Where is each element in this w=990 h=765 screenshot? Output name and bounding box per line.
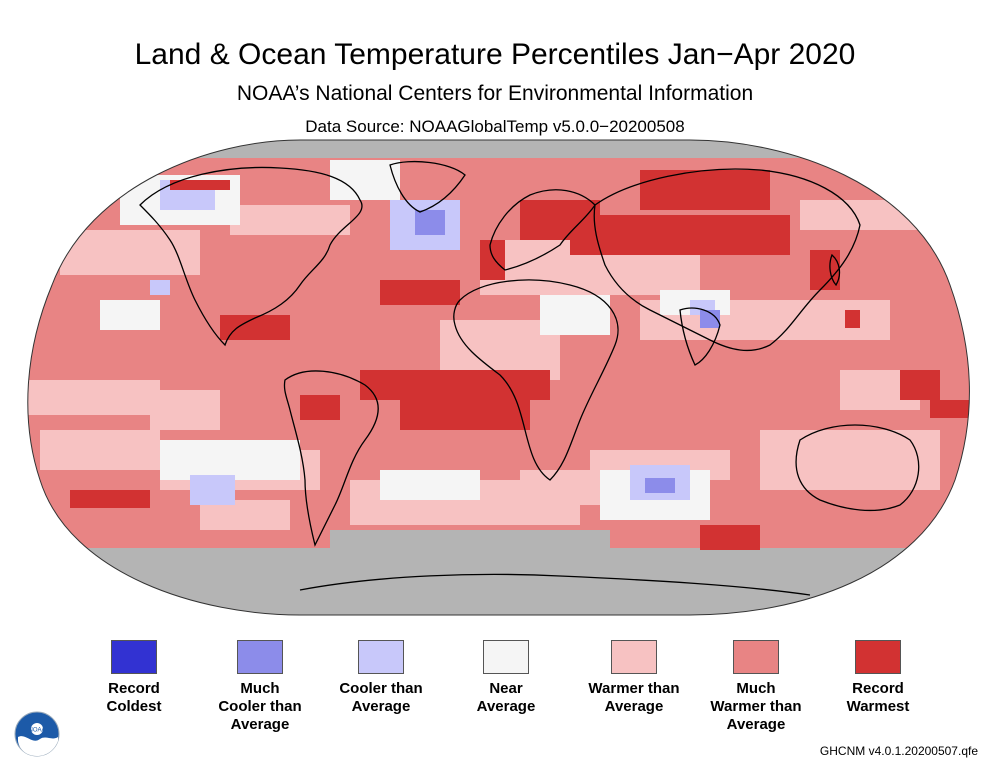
noaa-logo-icon: NOAA <box>14 711 60 757</box>
legend-swatch <box>733 640 779 674</box>
version-footer: GHCNM v4.0.1.20200507.qfe <box>819 744 978 758</box>
india-coast <box>679 307 721 366</box>
legend-near-average: Near Average <box>436 640 576 716</box>
legend-swatch <box>483 640 529 674</box>
legend-cooler: Cooler than Average <box>311 640 451 716</box>
data-source: Data Source: NOAAGlobalTemp v5.0.0−20200… <box>305 117 685 136</box>
legend-swatch <box>237 640 283 674</box>
map-title: Land & Ocean Temperature Percentiles Jan… <box>134 38 856 71</box>
legend-swatch <box>855 640 901 674</box>
legend-record-warmest: Record Warmest <box>808 640 948 716</box>
globe-outline <box>27 139 970 616</box>
legend-label: Cooler than Average <box>339 680 423 715</box>
legend-label: Much Warmer than Average <box>710 680 802 733</box>
map-subtitle: NOAA’s National Centers for Environmenta… <box>236 82 754 105</box>
legend-swatch <box>111 640 157 674</box>
world-map <box>27 139 970 616</box>
arctic-no-data <box>27 140 970 158</box>
europe-coast <box>489 189 596 271</box>
legend-label: Record Warmest <box>846 680 910 715</box>
japan-coast <box>829 253 841 287</box>
warmer-regions <box>27 200 940 530</box>
much-cooler-regions <box>415 210 720 493</box>
antarctic-no-data <box>27 548 970 615</box>
australia-coast <box>795 424 920 512</box>
legend-record-coldest: Record Coldest <box>64 640 204 716</box>
legend-much-warmer: Much Warmer than Average <box>686 640 826 734</box>
africa-coast <box>453 279 619 481</box>
coastlines <box>139 160 920 596</box>
legend-label: Near Average <box>476 680 536 715</box>
record-warmest-regions <box>70 170 970 550</box>
asia-coast <box>593 168 861 352</box>
logo-text: NOAA <box>28 728 45 734</box>
antarctica-coast <box>299 573 811 596</box>
legend-much-cooler: Much Cooler than Average <box>190 640 330 734</box>
legend-label: Much Cooler than Average <box>218 680 302 733</box>
legend-warmer: Warmer than Average <box>564 640 704 716</box>
legend-swatch <box>611 640 657 674</box>
legend-label: Record Coldest <box>106 680 162 715</box>
antarctic-edge-no-data <box>330 530 610 552</box>
north-america-coast <box>139 166 363 347</box>
greenland-coast <box>389 160 466 213</box>
legend-label: Warmer than Average <box>588 680 680 715</box>
south-america-coast <box>283 370 379 547</box>
legend-swatch <box>358 640 404 674</box>
